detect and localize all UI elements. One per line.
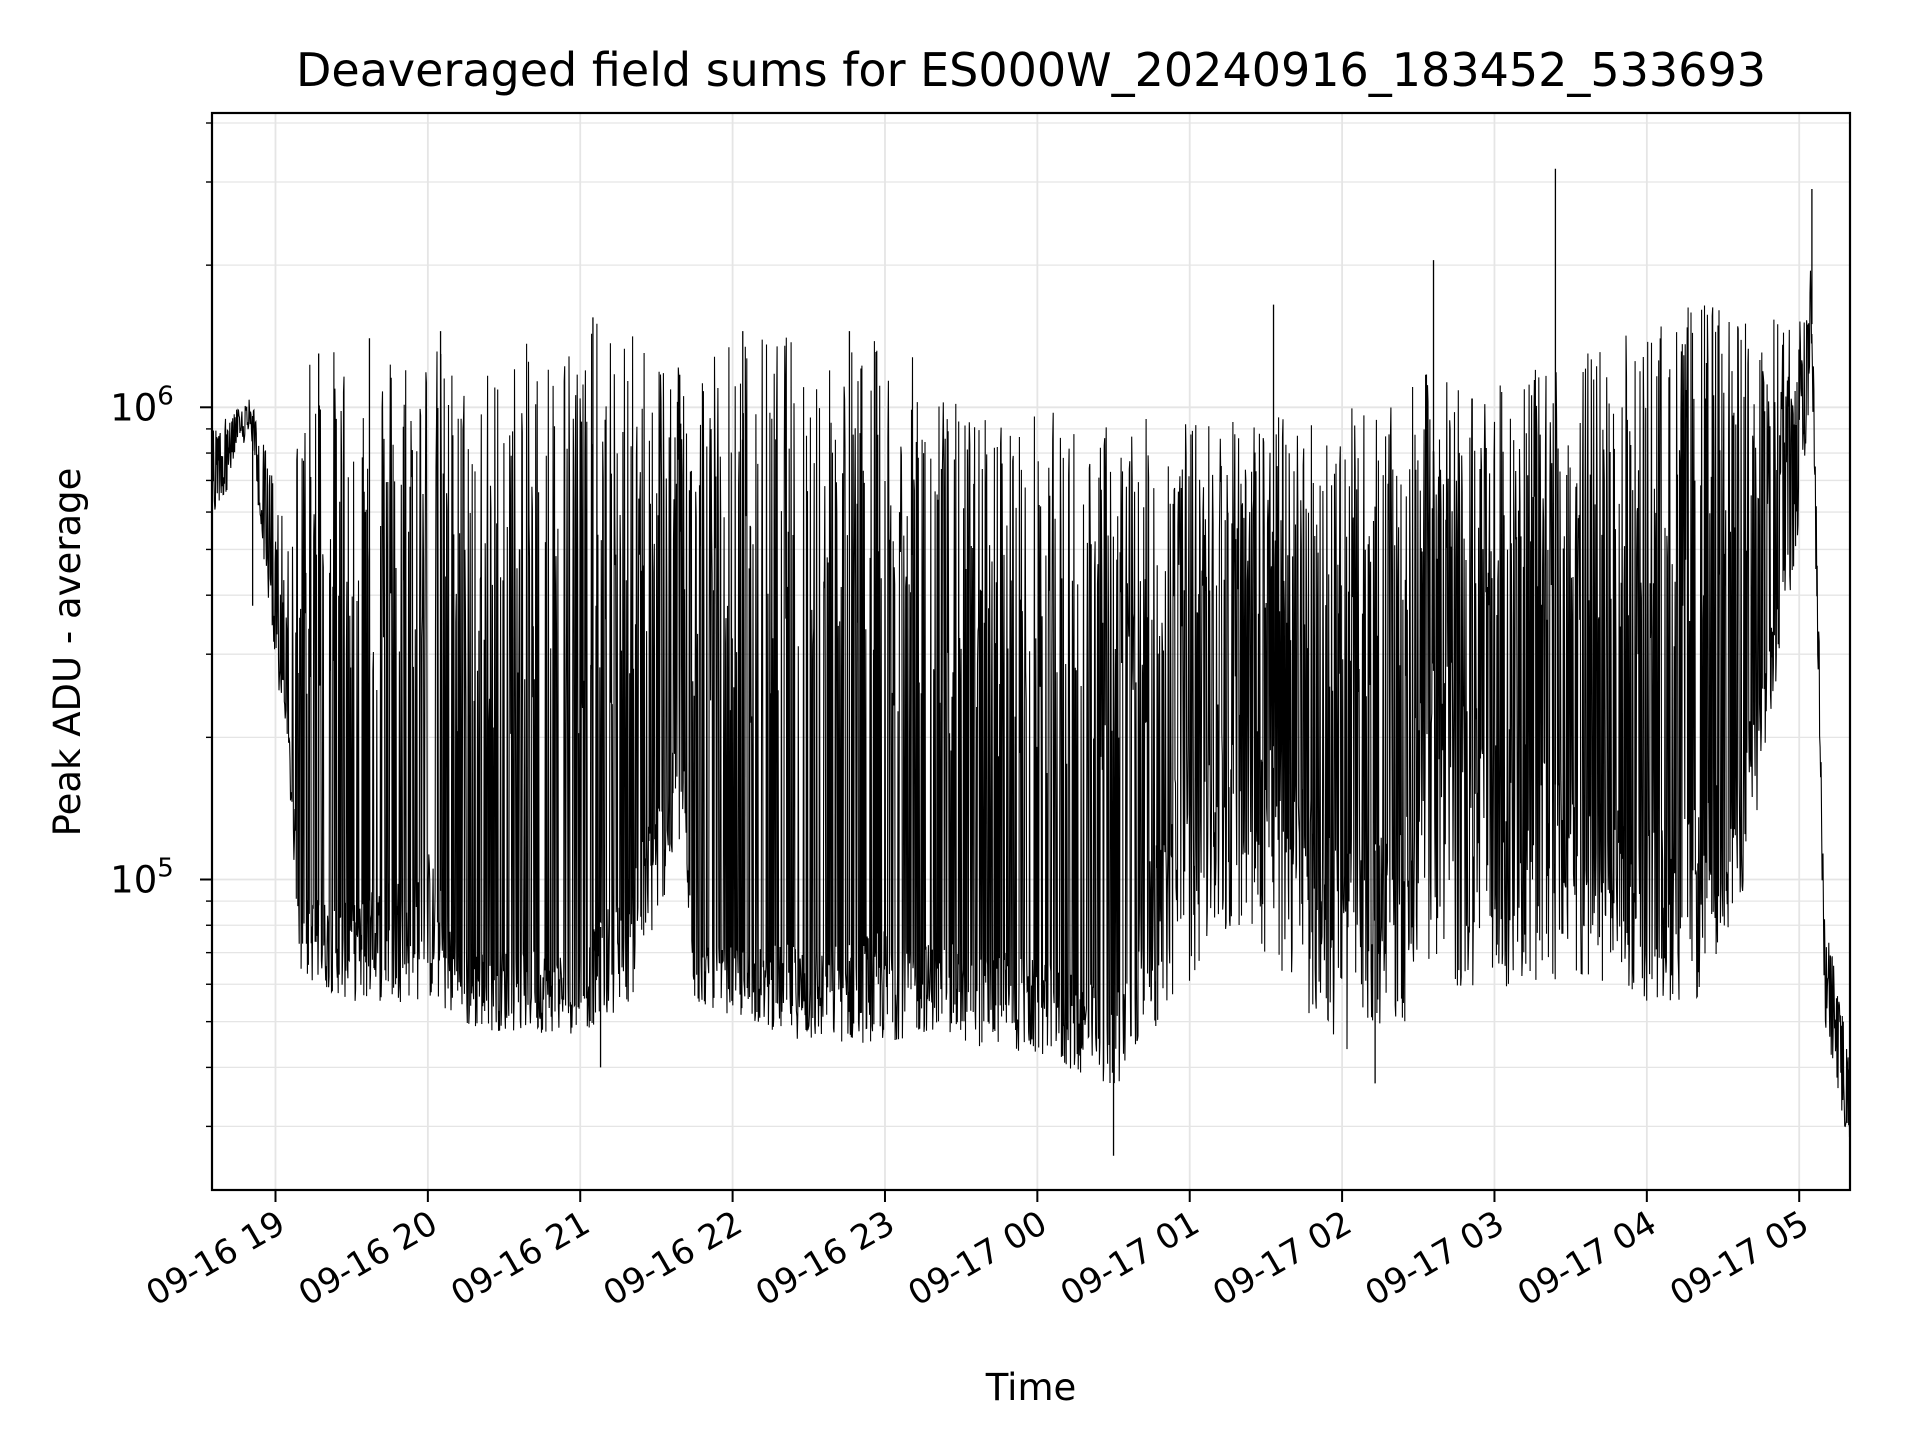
chart-title: Deaveraged field sums for ES000W_2024091… — [296, 43, 1766, 97]
y-axis-label: Peak ADU - average — [46, 468, 89, 837]
x-axis-label: Time — [985, 1366, 1077, 1409]
y-tick-label-base: 10 — [110, 386, 157, 429]
plot-frame — [210, 111, 1852, 1192]
y-tick-label-base: 10 — [110, 858, 157, 901]
data-series — [211, 168, 1851, 1156]
y-tick-label-exponent: 5 — [157, 853, 174, 883]
series-line — [211, 270, 1851, 1138]
y-tick-label: 106 — [110, 381, 174, 429]
y-tick-label-exponent: 6 — [157, 381, 174, 411]
y-tick-label: 105 — [110, 853, 174, 901]
